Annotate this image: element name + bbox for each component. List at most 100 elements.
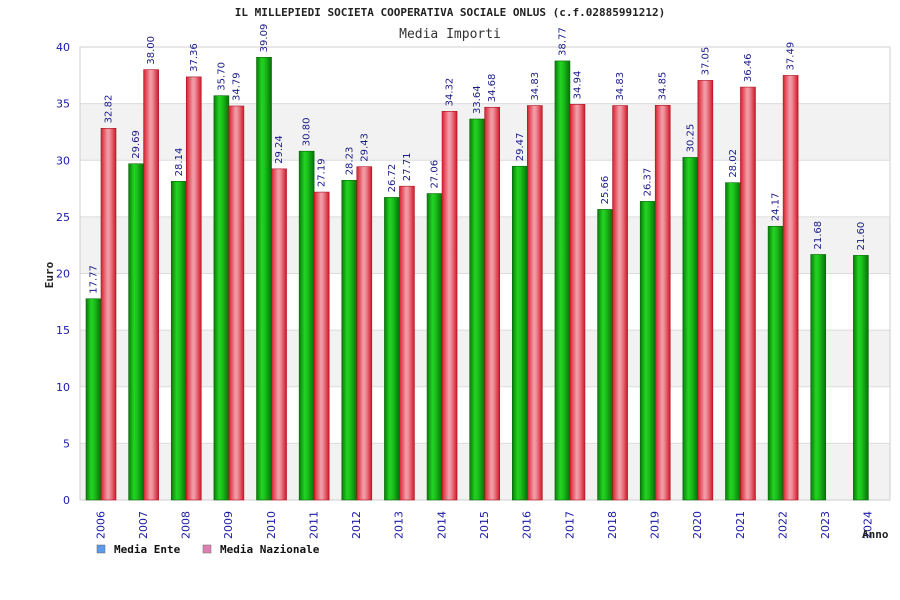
bar-media-ente xyxy=(853,255,869,501)
data-label: 37.49 xyxy=(786,42,797,71)
x-tick-label: 2022 xyxy=(776,511,789,539)
data-label: 28.14 xyxy=(174,148,185,177)
bar-media-ente xyxy=(554,60,571,501)
x-tick-label: 2010 xyxy=(265,511,278,539)
data-label: 34.83 xyxy=(530,72,541,101)
data-label: 27.71 xyxy=(402,153,413,182)
bar-media-nazionale xyxy=(782,75,799,501)
bar-media-nazionale xyxy=(313,191,330,501)
data-label: 36.46 xyxy=(743,53,754,82)
data-label: 37.36 xyxy=(189,43,200,72)
x-tick-label: 2012 xyxy=(350,511,363,539)
bar-media-nazionale xyxy=(527,105,543,501)
data-label: 29.43 xyxy=(359,133,370,162)
x-tick-label: 2016 xyxy=(521,511,534,539)
y-tick-label: 10 xyxy=(56,381,70,394)
data-label: 28.23 xyxy=(344,147,355,176)
x-axis-label: Anno xyxy=(862,528,889,541)
bar-media-nazionale xyxy=(484,106,500,501)
legend-label-media-ente: Media Ente xyxy=(114,543,181,556)
data-label: 34.94 xyxy=(572,71,583,100)
y-tick-label: 0 xyxy=(63,494,70,507)
data-label: 29.47 xyxy=(515,133,526,162)
bar-media-ente xyxy=(170,181,187,501)
data-label: 21.60 xyxy=(856,222,867,251)
legend-swatch-media-nazionale xyxy=(202,544,212,554)
data-label: 27.06 xyxy=(430,160,441,189)
bar-media-nazionale xyxy=(612,105,628,501)
data-label: 37.05 xyxy=(700,47,711,76)
bar-media-ente xyxy=(469,118,485,501)
x-tick-label: 2019 xyxy=(649,511,662,539)
bar-media-ente xyxy=(639,201,656,501)
x-tick-label: 2018 xyxy=(606,511,619,539)
data-label: 21.68 xyxy=(813,221,824,250)
bar-media-ente xyxy=(298,150,315,501)
x-tick-label: 2023 xyxy=(819,511,832,539)
x-tick-label: 2014 xyxy=(435,511,448,539)
bar-media-ente xyxy=(725,182,741,501)
bar-media-nazionale xyxy=(569,104,586,501)
bar-media-ente xyxy=(810,254,827,501)
bar-media-ente xyxy=(767,225,784,501)
y-axis-ticks: 0 5 10 15 20 25 30 35 40 xyxy=(56,41,70,507)
y-tick-label: 5 xyxy=(63,437,70,450)
bars xyxy=(85,57,869,501)
legend: Media Ente Media Nazionale xyxy=(96,543,320,556)
data-label: 28.02 xyxy=(728,149,739,178)
data-label: 24.17 xyxy=(771,193,782,222)
data-label: 34.68 xyxy=(487,74,498,103)
x-tick-label: 2013 xyxy=(393,511,406,539)
legend-swatch-media-ente xyxy=(96,544,106,554)
bar-media-nazionale xyxy=(228,105,245,501)
x-tick-label: 2008 xyxy=(180,511,193,539)
data-label: 27.19 xyxy=(317,158,328,187)
x-tick-label: 2006 xyxy=(94,511,107,539)
bar-media-nazionale xyxy=(143,69,159,501)
chart-title: IL MILLEPIEDI SOCIETA COOPERATIVA SOCIAL… xyxy=(235,6,665,19)
bar-media-nazionale xyxy=(654,105,671,501)
data-label: 32.82 xyxy=(104,95,115,124)
bar-media-ente xyxy=(128,163,144,501)
data-label: 34.32 xyxy=(445,78,456,107)
x-tick-label: 2017 xyxy=(563,511,576,539)
data-label: 39.09 xyxy=(259,24,270,53)
x-axis-ticks: 2006 2007 2008 2009 2010 2011 2012 2013 2014 2015… xyxy=(94,511,874,539)
y-tick-label: 30 xyxy=(56,154,70,167)
x-tick-label: 2011 xyxy=(307,511,320,539)
y-tick-label: 15 xyxy=(56,324,70,337)
y-tick-label: 25 xyxy=(56,211,70,224)
bar-media-nazionale xyxy=(185,76,202,501)
x-tick-label: 2024 xyxy=(862,511,875,539)
bar-media-ente xyxy=(213,95,230,501)
y-tick-label: 40 xyxy=(56,41,70,54)
bar-media-nazionale xyxy=(399,185,415,501)
y-axis-label: Euro xyxy=(43,261,56,288)
data-label: 30.25 xyxy=(685,124,696,153)
bar-media-nazionale xyxy=(740,86,756,501)
bar-media-ente xyxy=(426,193,443,501)
data-labels: 17.77 32.82 29.69 38.00 28.14 37.36 35.70 34.79… xyxy=(89,24,867,294)
data-label: 26.37 xyxy=(643,168,654,197)
bar-media-nazionale xyxy=(356,166,373,501)
data-label: 38.00 xyxy=(146,36,157,65)
legend-label-media-nazionale: Media Nazionale xyxy=(220,543,320,556)
y-tick-label: 35 xyxy=(56,98,70,111)
x-tick-label: 2015 xyxy=(478,511,491,539)
x-tick-label: 2021 xyxy=(734,511,747,539)
x-tick-label: 2009 xyxy=(222,511,235,539)
bar-media-nazionale xyxy=(441,111,458,501)
x-tick-label: 2020 xyxy=(691,511,704,539)
data-label: 38.77 xyxy=(557,27,568,56)
data-label: 25.66 xyxy=(600,176,611,205)
data-label: 34.85 xyxy=(658,72,669,101)
bar-media-nazionale xyxy=(697,80,714,501)
bar-media-ente xyxy=(682,157,699,501)
data-label: 34.79 xyxy=(231,72,242,101)
x-tick-label: 2007 xyxy=(137,511,150,539)
bar-media-nazionale xyxy=(271,168,287,501)
bar-media-ente xyxy=(256,57,272,501)
bar-media-ente xyxy=(341,179,358,501)
data-label: 34.83 xyxy=(615,72,626,101)
